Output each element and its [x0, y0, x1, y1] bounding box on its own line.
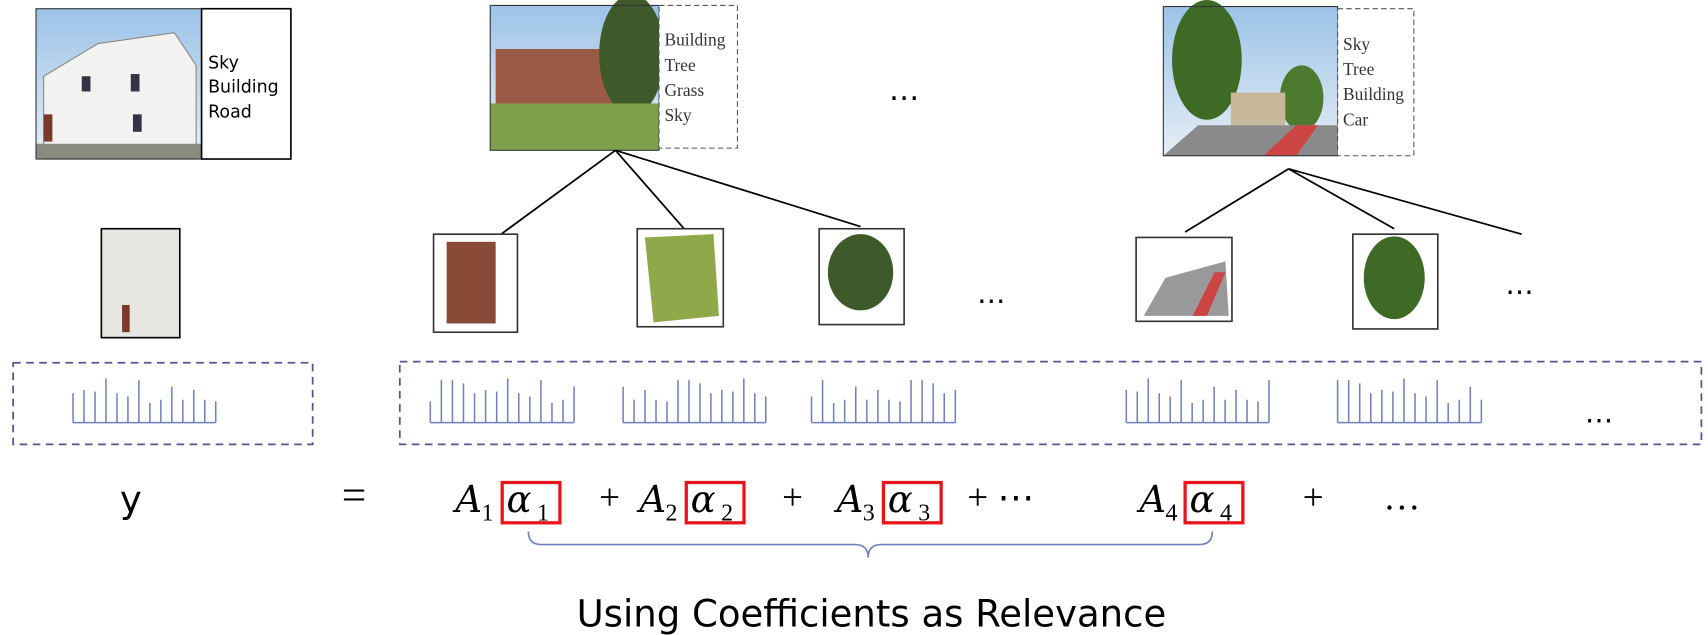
label: Building	[1343, 84, 1404, 104]
matrix: A	[834, 478, 864, 521]
equals: =	[342, 472, 367, 520]
database-image	[490, 0, 737, 150]
operator: +	[1303, 478, 1324, 519]
matrix: A	[636, 478, 666, 521]
operator: +	[599, 478, 620, 519]
label: Tree	[1343, 59, 1375, 79]
connectors	[501, 150, 1522, 234]
label: Tree	[664, 55, 696, 75]
coefficient: α	[888, 478, 913, 521]
label: Car	[1343, 109, 1368, 129]
brace	[528, 532, 1212, 558]
operator: + ⋯	[967, 478, 1034, 519]
operator: +	[782, 478, 803, 519]
matrix-index: 4	[1166, 501, 1178, 527]
feature-box	[400, 362, 1702, 445]
coefficient: α	[691, 478, 716, 521]
label: Building	[664, 30, 725, 50]
equation-lhs: y	[120, 478, 142, 521]
database-image	[1163, 0, 1414, 156]
coefficient: α	[507, 478, 532, 521]
matrix-index: 2	[666, 501, 678, 527]
matrix: A	[1136, 478, 1166, 521]
ellipsis: …	[1585, 397, 1613, 430]
operator: …	[1383, 478, 1420, 519]
matrix: A	[452, 478, 482, 521]
coefficient: α	[1189, 478, 1214, 521]
diagram: Sky Building Road Building Tree Grass Sk…	[0, 0, 1708, 635]
feature-box	[13, 363, 313, 445]
histograms	[73, 378, 1481, 422]
caption: Using Coefficients as Relevance	[577, 592, 1167, 635]
matrix-index: 3	[863, 501, 875, 527]
label: Building	[208, 78, 279, 98]
label: Sky	[208, 54, 239, 74]
ellipsis: …	[977, 277, 1005, 310]
label: Road	[208, 103, 252, 123]
label: Sky	[1343, 34, 1370, 54]
label: Grass	[664, 80, 704, 100]
ellipsis: …	[1505, 268, 1533, 301]
matrix-index: 1	[481, 501, 493, 527]
label: Sky	[664, 105, 691, 125]
patches	[101, 229, 1437, 338]
ellipsis: …	[889, 73, 919, 108]
